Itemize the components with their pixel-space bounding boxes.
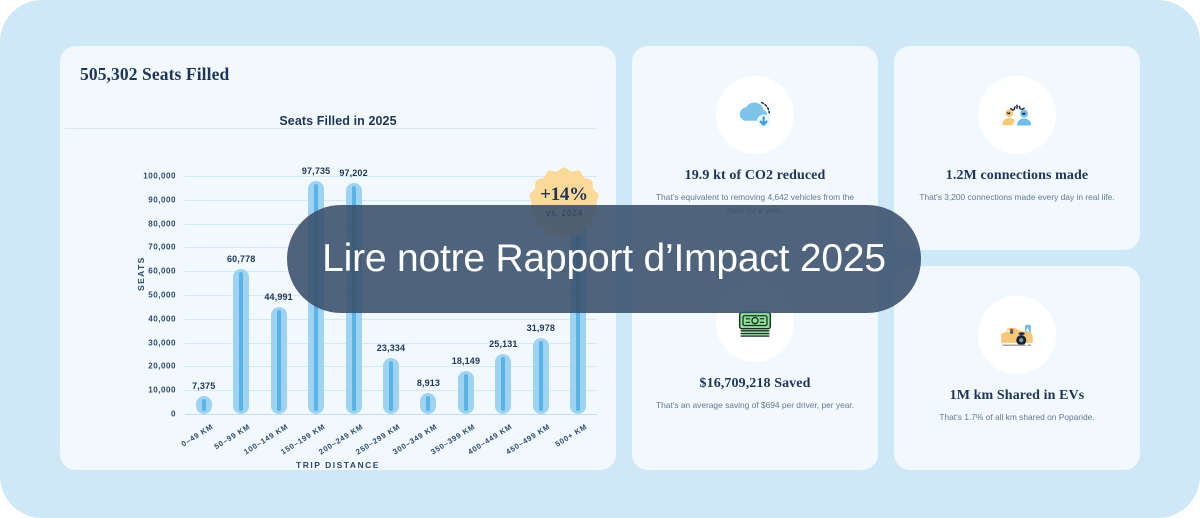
stat-subtitle: That's 1.7% of all km shared on Poparide…	[939, 412, 1095, 422]
y-axis-tick: 0	[171, 409, 176, 419]
chart-gridline	[185, 342, 597, 344]
y-axis-tick: 30,000	[148, 338, 176, 348]
chart-bar[interactable]: 23,334	[377, 343, 405, 414]
two-people-connection-icon	[978, 76, 1056, 154]
badge-value: +14%	[540, 184, 588, 205]
chart-bar-value-label: 7,375	[192, 381, 216, 392]
chart-bar-value-label: 97,735	[301, 166, 331, 177]
y-axis-tick: 80,000	[148, 219, 176, 229]
y-axis-tick: 10,000	[148, 385, 176, 395]
chart-bar[interactable]: 31,978	[527, 323, 555, 414]
stat-title: $16,709,218 Saved	[699, 376, 811, 391]
electric-car-charging-icon	[978, 296, 1056, 374]
stat-subtitle: That's 3,200 connections made every day …	[919, 192, 1115, 202]
stat-connections: 1.2M connections made That's 3,200 conne…	[894, 76, 1140, 204]
cloud-co2-reduced-icon	[716, 76, 794, 154]
y-axis-tick: 20,000	[148, 361, 176, 371]
chart-bar[interactable]: 7,375	[192, 381, 215, 414]
chart-bar-body	[457, 370, 474, 414]
stats-card-ev-km: 1M km Shared in EVs That's 1.7% of all k…	[894, 266, 1140, 470]
cta-label: Lire notre Rapport d’Impact 2025	[322, 237, 886, 280]
chart-bar[interactable]: 60,778	[227, 254, 255, 414]
chart-baseline	[185, 414, 597, 415]
chart-bar[interactable]: 25,131	[489, 339, 517, 414]
chart-bar-value-label: 23,334	[376, 343, 406, 354]
chart-bar-value-label: 97,202	[339, 167, 368, 178]
y-axis-tick: 70,000	[148, 242, 176, 252]
chart-bar-value-label: 25,131	[489, 339, 518, 350]
page-title: 505,302 Seats Filled	[80, 64, 230, 84]
chart-bar-value-label: 31,978	[526, 322, 556, 333]
chart-bar[interactable]: 8,913	[417, 378, 440, 414]
chart-gridline	[185, 199, 597, 201]
chart-bar-body	[270, 306, 287, 414]
chart-bar-value-label: 18,149	[451, 355, 481, 366]
stat-ev-km: 1M km Shared in EVs That's 1.7% of all k…	[894, 296, 1140, 424]
y-axis-tick: 90,000	[148, 195, 176, 205]
x-axis-tick: 500+ KM	[553, 422, 590, 449]
chart-bar-body	[195, 396, 212, 414]
chart-bar-body	[420, 392, 437, 414]
stat-title: 19.9 kt of CO2 reduced	[684, 168, 826, 183]
stat-co2-reduced: 19.9 kt of CO2 reduced That’s equivalent…	[632, 76, 878, 217]
y-axis-tick: 50,000	[148, 290, 176, 300]
stat-title: 1M km Shared in EVs	[949, 388, 1085, 403]
chart-gridline	[185, 175, 597, 177]
y-axis-tick: 40,000	[148, 314, 176, 324]
chart-bar-body	[495, 354, 512, 414]
stat-subtitle: That's an average saving of $694 per dri…	[655, 400, 855, 410]
chart-bar[interactable]: 44,991	[264, 292, 293, 414]
x-axis-title: TRIP DISTANCE	[296, 460, 380, 470]
chart-bar-value-label: 44,991	[264, 291, 293, 302]
y-axis-title: SEATS	[136, 256, 146, 291]
stats-card-connections: 1.2M connections made That's 3,200 conne…	[894, 46, 1140, 250]
chart-bar[interactable]: 18,149	[452, 356, 480, 414]
chart-bar-body	[532, 337, 549, 414]
stat-title: 1.2M connections made	[945, 168, 1089, 183]
chart-bar-body	[383, 358, 399, 414]
chart-top-rule	[65, 128, 597, 129]
impact-report-cta-banner[interactable]: Lire notre Rapport d’Impact 2025	[287, 205, 921, 313]
chart-bar-body	[233, 269, 250, 414]
chart-bar-value-label: 60,778	[226, 254, 256, 265]
chart-title: Seats Filled in 2025	[279, 114, 397, 128]
y-axis-tick: 100,000	[143, 171, 176, 181]
y-axis-tick: 60,000	[148, 266, 176, 276]
chart-gridline	[185, 318, 597, 320]
chart-bar-value-label: 8,913	[416, 377, 441, 388]
